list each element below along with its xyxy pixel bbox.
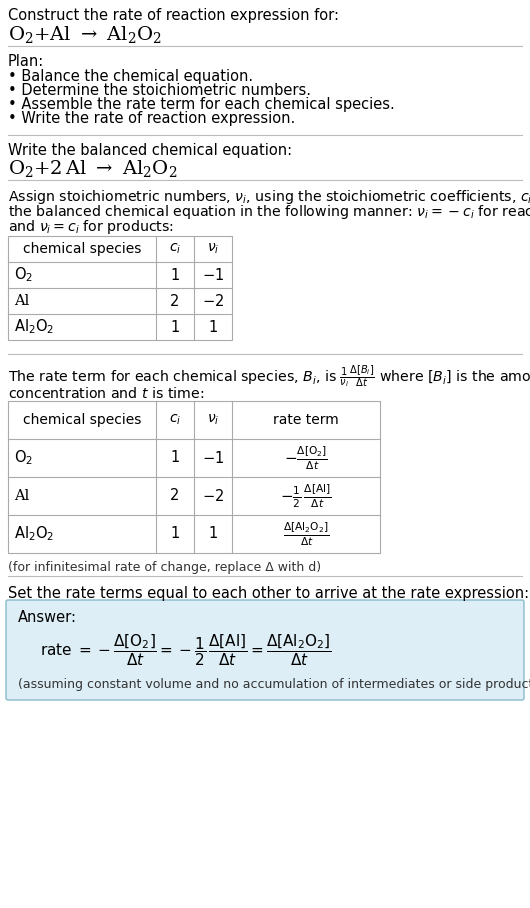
Text: (for infinitesimal rate of change, replace Δ with d): (for infinitesimal rate of change, repla… [8, 561, 321, 574]
Text: Al: Al [14, 489, 29, 503]
Text: • Balance the chemical equation.: • Balance the chemical equation. [8, 69, 253, 84]
Text: • Write the rate of reaction expression.: • Write the rate of reaction expression. [8, 111, 295, 126]
Text: $\mathregular{O_2}$$\mathregular{+2\,Al\ \rightarrow \ Al_2O_2}$: $\mathregular{O_2}$$\mathregular{+2\,Al\… [8, 158, 177, 179]
Text: Answer:: Answer: [18, 610, 77, 625]
Text: $\mathrm{O_2}$: $\mathrm{O_2}$ [14, 266, 33, 284]
Text: Assign stoichiometric numbers, $\nu_i$, using the stoichiometric coefficients, $: Assign stoichiometric numbers, $\nu_i$, … [8, 188, 530, 206]
FancyBboxPatch shape [6, 600, 524, 700]
Text: $\nu_i$: $\nu_i$ [207, 413, 219, 427]
Text: Construct the rate of reaction expression for:: Construct the rate of reaction expressio… [8, 8, 339, 23]
Text: The rate term for each chemical species, $B_i$, is $\frac{1}{\nu_i}\frac{\Delta[: The rate term for each chemical species,… [8, 364, 530, 390]
Text: 1: 1 [170, 450, 180, 466]
Text: $c_i$: $c_i$ [169, 413, 181, 427]
Text: 2: 2 [170, 489, 180, 504]
Text: (assuming constant volume and no accumulation of intermediates or side products): (assuming constant volume and no accumul… [18, 678, 530, 691]
Bar [8, 236, 232, 340]
Text: 1: 1 [208, 320, 218, 334]
Text: rate $= -\dfrac{\Delta[\mathrm{O_2}]}{\Delta t}= -\dfrac{1}{2}\,\dfrac{\Delta[\m: rate $= -\dfrac{\Delta[\mathrm{O_2}]}{\D… [40, 632, 332, 667]
Text: $\mathrm{Al_2O_2}$: $\mathrm{Al_2O_2}$ [14, 318, 54, 336]
Text: Plan:: Plan: [8, 54, 44, 69]
Text: $\mathrm{Al_2O_2}$: $\mathrm{Al_2O_2}$ [14, 525, 54, 543]
Text: $\mathrm{O_2}$: $\mathrm{O_2}$ [14, 449, 33, 468]
Text: 1: 1 [170, 268, 180, 282]
Text: $-2$: $-2$ [202, 293, 224, 309]
Text: chemical species: chemical species [23, 413, 141, 427]
Text: $\frac{\Delta[\mathrm{Al_2O_2}]}{\Delta t}$: $\frac{\Delta[\mathrm{Al_2O_2}]}{\Delta … [282, 520, 329, 548]
Text: $-1$: $-1$ [202, 450, 224, 466]
Text: the balanced chemical equation in the following manner: $\nu_i = -c_i$ for react: the balanced chemical equation in the fo… [8, 203, 530, 221]
Text: $-1$: $-1$ [202, 267, 224, 283]
Text: $\mathregular{O_2}$$\mathregular{+Al\ \rightarrow \ Al_2O_2}$: $\mathregular{O_2}$$\mathregular{+Al\ \r… [8, 24, 162, 45]
Text: 2: 2 [170, 293, 180, 309]
Text: $\nu_i$: $\nu_i$ [207, 242, 219, 256]
Text: • Assemble the rate term for each chemical species.: • Assemble the rate term for each chemic… [8, 97, 395, 112]
Bar [8, 401, 380, 553]
Text: 1: 1 [170, 320, 180, 334]
Text: rate term: rate term [273, 413, 339, 427]
Text: $-2$: $-2$ [202, 488, 224, 504]
Text: chemical species: chemical species [23, 242, 141, 256]
Text: $c_i$: $c_i$ [169, 242, 181, 256]
Text: Write the balanced chemical equation:: Write the balanced chemical equation: [8, 143, 292, 158]
Text: and $\nu_i = c_i$ for products:: and $\nu_i = c_i$ for products: [8, 218, 174, 236]
Text: Set the rate terms equal to each other to arrive at the rate expression:: Set the rate terms equal to each other t… [8, 586, 529, 601]
Text: • Determine the stoichiometric numbers.: • Determine the stoichiometric numbers. [8, 83, 311, 98]
Text: $-\frac{1}{2}\,\frac{\Delta[\mathrm{Al}]}{\Delta t}$: $-\frac{1}{2}\,\frac{\Delta[\mathrm{Al}]… [280, 482, 332, 509]
Text: $-\frac{\Delta[\mathrm{O_2}]}{\Delta t}$: $-\frac{\Delta[\mathrm{O_2}]}{\Delta t}$ [284, 444, 328, 472]
Text: 1: 1 [170, 527, 180, 541]
Text: concentration and $t$ is time:: concentration and $t$ is time: [8, 386, 204, 401]
Text: 1: 1 [208, 527, 218, 541]
Text: Al: Al [14, 294, 29, 308]
